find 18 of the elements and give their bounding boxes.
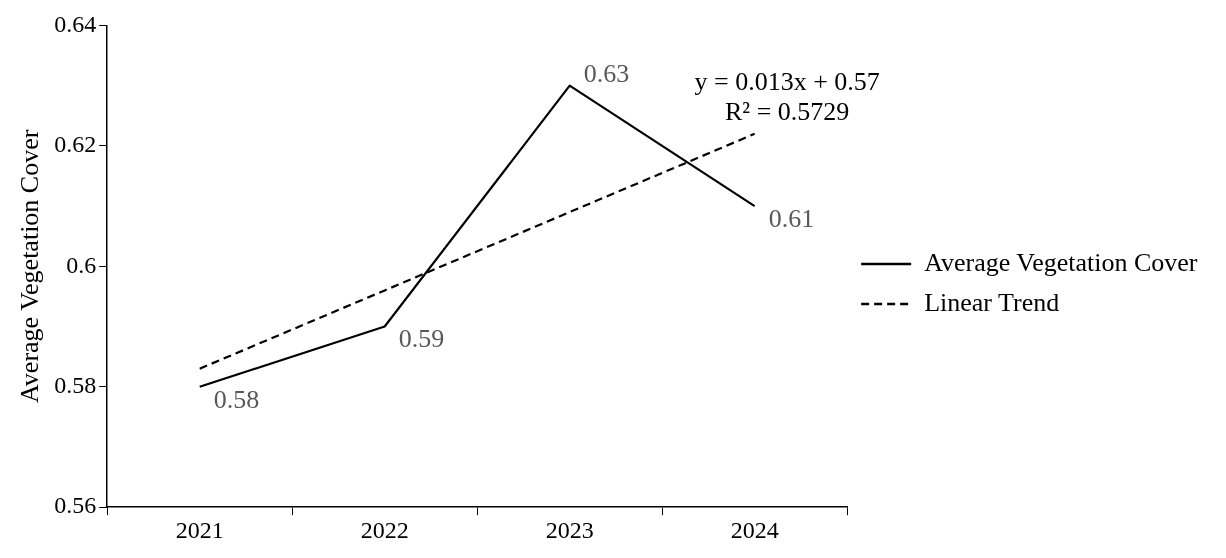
x-tick-label: 2023 [545, 516, 594, 543]
data-label: 0.63 [583, 59, 630, 89]
legend-label: Average Vegetation Cover [924, 247, 1198, 277]
x-tick-label: 2021 [175, 516, 224, 543]
y-tick-label: 0.58 [54, 372, 97, 399]
data-label: 0.58 [213, 384, 260, 414]
data-label: 0.61 [768, 203, 815, 233]
x-tick-label: 2024 [730, 516, 779, 543]
y-tick-label: 0.64 [54, 10, 97, 37]
y-tick-label: 0.6 [66, 251, 97, 278]
annotation: y = 0.013x + 0.57 [694, 67, 880, 97]
annotation: R² = 0.5729 [724, 97, 850, 127]
legend-label: Linear Trend [924, 287, 1060, 317]
y-tick-label: 0.56 [54, 492, 97, 519]
data-label: 0.59 [398, 324, 445, 354]
x-tick-label: 2022 [360, 516, 409, 543]
y-axis-title: Average Vegetation Cover [15, 129, 45, 403]
y-tick-label: 0.62 [54, 131, 97, 158]
